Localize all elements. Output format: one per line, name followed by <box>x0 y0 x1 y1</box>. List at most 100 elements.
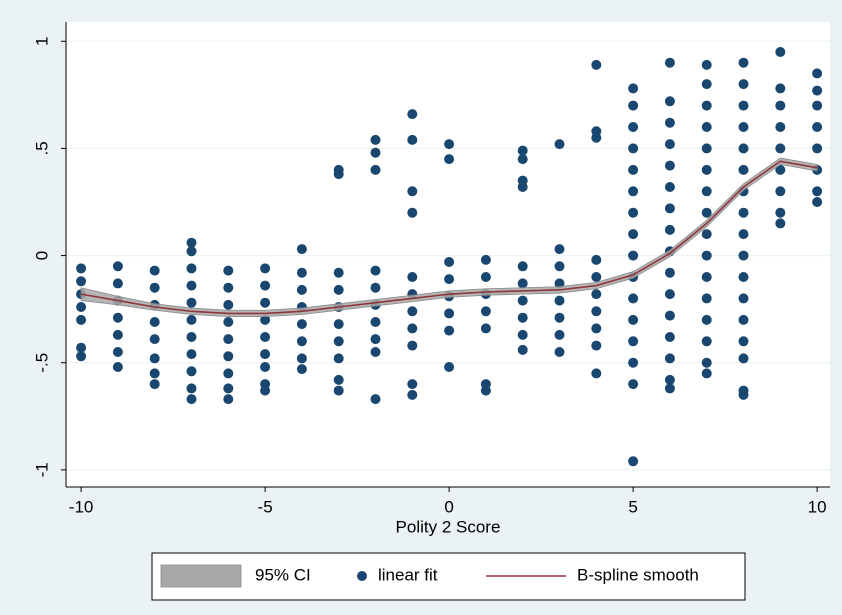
point <box>701 207 712 218</box>
point <box>223 265 234 276</box>
point <box>701 368 712 379</box>
y-tick-label: -1 <box>32 462 51 477</box>
point <box>664 374 675 385</box>
point <box>664 383 675 394</box>
point <box>775 122 786 132</box>
point <box>444 139 455 150</box>
point <box>480 254 491 265</box>
x-tick-label: -10 <box>69 497 94 516</box>
point <box>76 342 87 353</box>
legend-swatch <box>160 564 242 588</box>
point <box>76 314 87 325</box>
point <box>591 254 602 265</box>
point <box>149 265 160 276</box>
point <box>664 224 675 235</box>
point <box>738 272 749 282</box>
point <box>664 353 675 364</box>
plot-area <box>66 22 830 487</box>
point <box>628 229 639 240</box>
point <box>407 340 418 351</box>
point <box>664 267 675 278</box>
point <box>738 314 749 325</box>
point <box>664 139 675 150</box>
point <box>480 323 491 334</box>
y-tick-label: .5 <box>32 141 51 155</box>
point <box>444 362 455 372</box>
point <box>333 267 344 278</box>
point <box>296 364 307 375</box>
point <box>223 351 234 362</box>
point <box>628 207 639 218</box>
point <box>554 261 565 272</box>
point <box>554 244 565 255</box>
point <box>701 272 712 282</box>
y-tick-label: -.5 <box>32 353 51 373</box>
point <box>296 284 307 295</box>
point <box>370 334 381 345</box>
point <box>517 261 528 272</box>
point <box>628 293 639 304</box>
point <box>333 374 344 385</box>
point <box>554 278 565 289</box>
point <box>775 47 786 57</box>
point <box>112 278 123 289</box>
point <box>76 276 87 287</box>
point <box>738 207 749 218</box>
point <box>444 154 455 165</box>
point <box>370 265 381 276</box>
point <box>591 368 602 379</box>
point <box>738 143 749 154</box>
point <box>628 357 639 368</box>
point <box>112 261 123 272</box>
point <box>775 83 786 94</box>
point <box>296 244 307 255</box>
point <box>628 83 639 94</box>
point <box>738 293 749 304</box>
point <box>701 143 712 154</box>
point <box>296 336 307 347</box>
point <box>260 349 271 360</box>
point <box>333 319 344 330</box>
point <box>738 164 749 175</box>
point <box>738 79 749 90</box>
point <box>701 336 712 347</box>
x-tick-label: -5 <box>258 497 273 516</box>
point <box>554 312 565 323</box>
point <box>701 122 712 132</box>
smooth-line <box>80 160 818 315</box>
point <box>333 353 344 364</box>
point <box>149 379 160 390</box>
point <box>480 272 491 282</box>
point <box>186 394 197 405</box>
point <box>260 280 271 291</box>
point <box>407 389 418 400</box>
point <box>812 186 823 197</box>
legend-label: B-spline smooth <box>577 565 699 584</box>
legend: 95% CI linear fit B-spline smooth <box>160 564 699 588</box>
point <box>260 314 271 325</box>
point <box>775 164 786 175</box>
point <box>186 280 197 291</box>
point <box>628 379 639 390</box>
point <box>738 57 749 68</box>
legend-swatch <box>357 571 367 581</box>
legend-label: linear fit <box>378 565 438 584</box>
point <box>738 336 749 347</box>
point <box>333 385 344 396</box>
point <box>628 143 639 154</box>
point <box>628 122 639 132</box>
x-tick-label: 10 <box>808 497 827 516</box>
point <box>112 329 123 340</box>
point <box>591 306 602 317</box>
point <box>812 122 823 132</box>
point <box>775 218 786 229</box>
point <box>370 134 381 145</box>
point <box>628 314 639 325</box>
point <box>554 329 565 340</box>
point <box>701 186 712 197</box>
point <box>112 312 123 323</box>
point <box>407 186 418 197</box>
point <box>149 282 160 293</box>
point <box>628 164 639 175</box>
point <box>701 229 712 240</box>
